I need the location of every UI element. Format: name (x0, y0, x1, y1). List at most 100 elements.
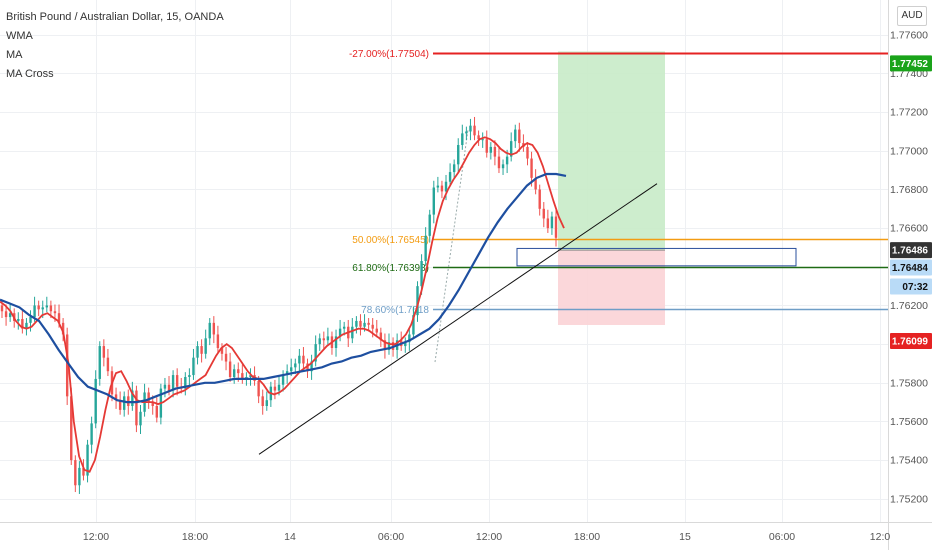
candle-body (151, 402, 154, 406)
candle-body (298, 355, 301, 364)
candle-body (216, 334, 220, 348)
candle-body (237, 369, 240, 374)
candle-body (273, 386, 277, 391)
candle-body (171, 375, 175, 391)
candle-body (114, 394, 118, 401)
candle-body (534, 177, 537, 190)
candle-body (163, 384, 167, 389)
candle-body (481, 139, 484, 141)
price-tag-red: 1.76099 (890, 332, 932, 349)
time-tick-label: 12:0 (870, 531, 891, 543)
candle-body (228, 361, 232, 377)
candle-body (477, 135, 480, 140)
candle-body (461, 133, 464, 145)
candle-body (408, 334, 411, 343)
candle-body (546, 218, 550, 229)
candle-body (432, 187, 435, 215)
currency-button[interactable]: AUD (897, 6, 927, 26)
candle-body (86, 444, 89, 476)
candle-body (232, 369, 236, 377)
candle-body (139, 411, 142, 426)
price-tick-label: 1.75400 (890, 455, 928, 467)
time-tick-label: 18:00 (182, 531, 208, 543)
candle-body (379, 332, 383, 341)
grid-lines (0, 0, 888, 522)
candle-body (94, 378, 97, 424)
candle-body (257, 380, 260, 397)
candle-body (49, 305, 53, 312)
indicator-wma[interactable]: WMA (6, 30, 33, 42)
price-tag-label: 1.76486 (892, 246, 929, 257)
candle-body (277, 384, 281, 391)
candle-body (322, 338, 326, 341)
price-tag-green: 1.77452 (890, 55, 932, 72)
candle-body (318, 338, 321, 345)
candle-body (473, 125, 476, 136)
candle-body (509, 141, 513, 157)
candle-body (167, 384, 171, 391)
candle-body (554, 216, 558, 238)
candle-body (342, 326, 346, 329)
candles (0, 116, 558, 494)
trendline (258, 183, 658, 455)
candle-body (204, 338, 207, 354)
candle-body (17, 319, 20, 321)
candle-body (363, 322, 366, 327)
time-axis: 12:00 18:00 14 06:00 12:00 18:00 15 06:00 12:0 (83, 531, 891, 543)
candle-body (21, 319, 24, 329)
candle-body (192, 357, 195, 376)
candle-body (61, 322, 65, 335)
candle-body (74, 460, 77, 486)
chart-legend: British Pound / Australian Dollar, 15, O… (6, 8, 224, 84)
candle-body (155, 406, 158, 418)
candle-body (241, 373, 244, 379)
candle-body (514, 129, 517, 142)
candle-body (497, 156, 501, 169)
loss-zone (558, 250, 665, 325)
price-tag-dark: 1.76486 (890, 242, 932, 259)
candle-body (314, 344, 317, 362)
candle-body (135, 390, 138, 426)
candle-body (249, 375, 252, 377)
candle-body (220, 348, 224, 354)
fib-level-label: 50.00%(1.76545) (352, 235, 429, 246)
candle-body (212, 322, 216, 335)
candle-body (469, 125, 472, 132)
candle-body (123, 396, 126, 410)
candle-body (25, 322, 28, 329)
candle-body (367, 322, 370, 325)
price-tag-label: 1.76099 (892, 336, 929, 347)
price-tag-bg (890, 242, 932, 259)
candle-body (420, 261, 423, 287)
candle-body (106, 357, 110, 372)
candle-body (118, 400, 122, 410)
symbol-title: British Pound / Australian Dollar, 15, O… (6, 11, 224, 23)
fib-level-label: 78.60%(1.7618 (361, 305, 429, 316)
candle-body (0, 305, 4, 312)
candle-body (175, 375, 179, 387)
candle-body (375, 328, 378, 333)
candle-body (334, 336, 338, 348)
price-tick-label: 1.77000 (890, 145, 928, 157)
price-tag-bg (890, 259, 932, 276)
candle-body (45, 305, 49, 308)
price-tag-label: 1.77452 (892, 59, 929, 70)
price-tag-label: 1.76484 (892, 263, 929, 274)
candle-body (70, 396, 73, 461)
candle-body (302, 355, 305, 364)
candle-body (147, 392, 150, 403)
indicator-ma-cross[interactable]: MA Cross (6, 68, 54, 80)
profit-zone (558, 51, 665, 251)
time-tick-label: 15 (679, 531, 691, 543)
candle-body (29, 317, 32, 323)
candle-body (131, 390, 134, 406)
candle-body (457, 145, 460, 165)
candle-body (452, 164, 456, 173)
candle-body (383, 340, 387, 350)
candle-body (102, 346, 106, 358)
candle-body (326, 336, 330, 341)
indicator-ma[interactable]: MA (6, 49, 23, 61)
zone-rectangle (516, 247, 797, 267)
candle-body (261, 396, 264, 406)
